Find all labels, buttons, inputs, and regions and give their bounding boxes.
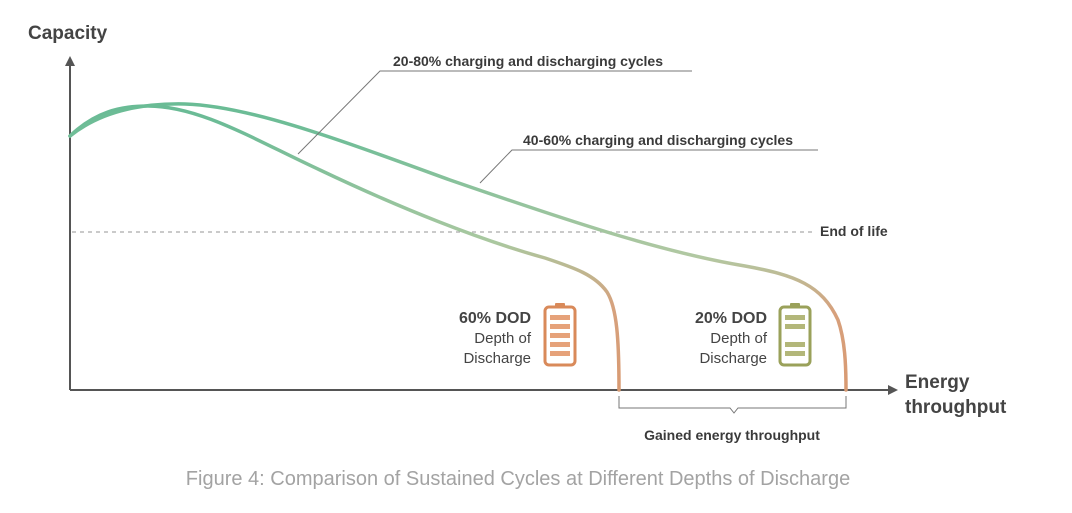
dod-60-title: 60% DOD bbox=[459, 310, 531, 327]
battery-60-icon bbox=[543, 303, 577, 367]
y-axis-arrow bbox=[65, 56, 75, 66]
dod-20-group: 20% DOD Depth of Discharge bbox=[695, 303, 812, 367]
callout-label-40-60: 40-60% charging and discharging cycles bbox=[523, 132, 793, 148]
gained-throughput-bracket bbox=[618, 396, 847, 414]
dod-60-group: 60% DOD Depth of Discharge bbox=[459, 303, 577, 367]
callout-label-20-80: 20-80% charging and discharging cycles bbox=[393, 53, 663, 69]
callout-leader-40-60 bbox=[479, 149, 818, 184]
curve-20-80-cycles bbox=[68, 104, 621, 392]
dod-20-title: 20% DOD bbox=[695, 310, 767, 327]
dod-60-line1: Depth of bbox=[474, 330, 532, 347]
x-axis-arrow bbox=[888, 385, 898, 395]
battery-20-icon bbox=[778, 303, 812, 367]
curve-40-60-cycles bbox=[68, 102, 848, 392]
end-of-life-label: End of life bbox=[820, 223, 888, 239]
x-axis-title-line1: Energy bbox=[905, 372, 970, 393]
y-axis-title: Capacity bbox=[28, 23, 108, 44]
dod-20-line2: Discharge bbox=[699, 350, 767, 367]
dod-60-line2: Discharge bbox=[463, 350, 531, 367]
x-axis-title-line2: throughput bbox=[905, 397, 1007, 418]
figure-caption: Figure 4: Comparison of Sustained Cycles… bbox=[186, 468, 850, 490]
gained-throughput-label: Gained energy throughput bbox=[644, 427, 820, 443]
dod-20-line1: Depth of bbox=[710, 330, 768, 347]
callout-leader-20-80 bbox=[297, 70, 692, 155]
